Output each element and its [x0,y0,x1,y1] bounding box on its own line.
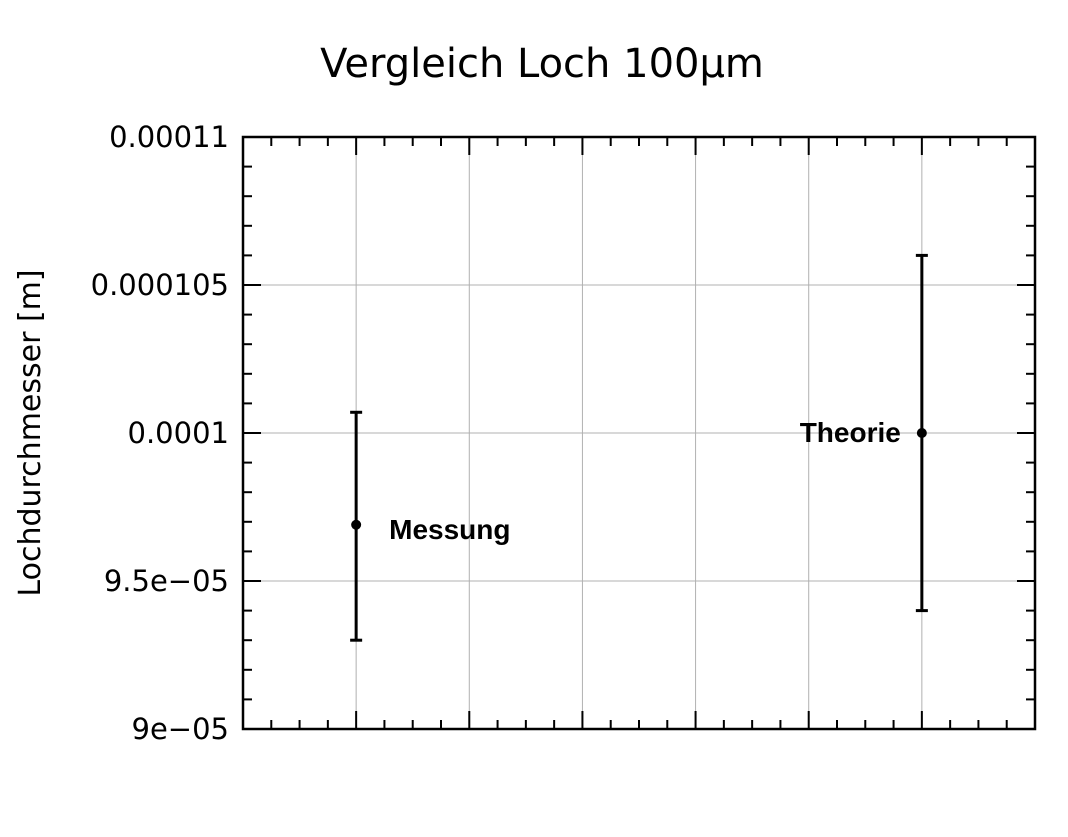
point-label: Theorie [800,417,901,448]
y-tick-label: 0.0001 [128,416,229,450]
y-tick-label: 9.5e−05 [104,564,229,598]
y-tick-label: 9e−05 [132,712,230,746]
plot-frame [241,135,1037,731]
y-tick-labels: 9e−05 9.5e−05 0.0001 0.000105 0.00011 [91,120,229,746]
y-tick-label: 0.00011 [109,120,229,154]
y-axis-label: Lochdurchmesser [m] [13,269,48,596]
data-point [916,428,927,438]
chart-title: Vergleich Loch 100µm [320,41,764,87]
point-label: Messung [389,514,510,545]
data-point [351,519,362,530]
y-tick-label: 0.000105 [91,268,229,302]
data-points: Messung Theorie [350,253,928,642]
